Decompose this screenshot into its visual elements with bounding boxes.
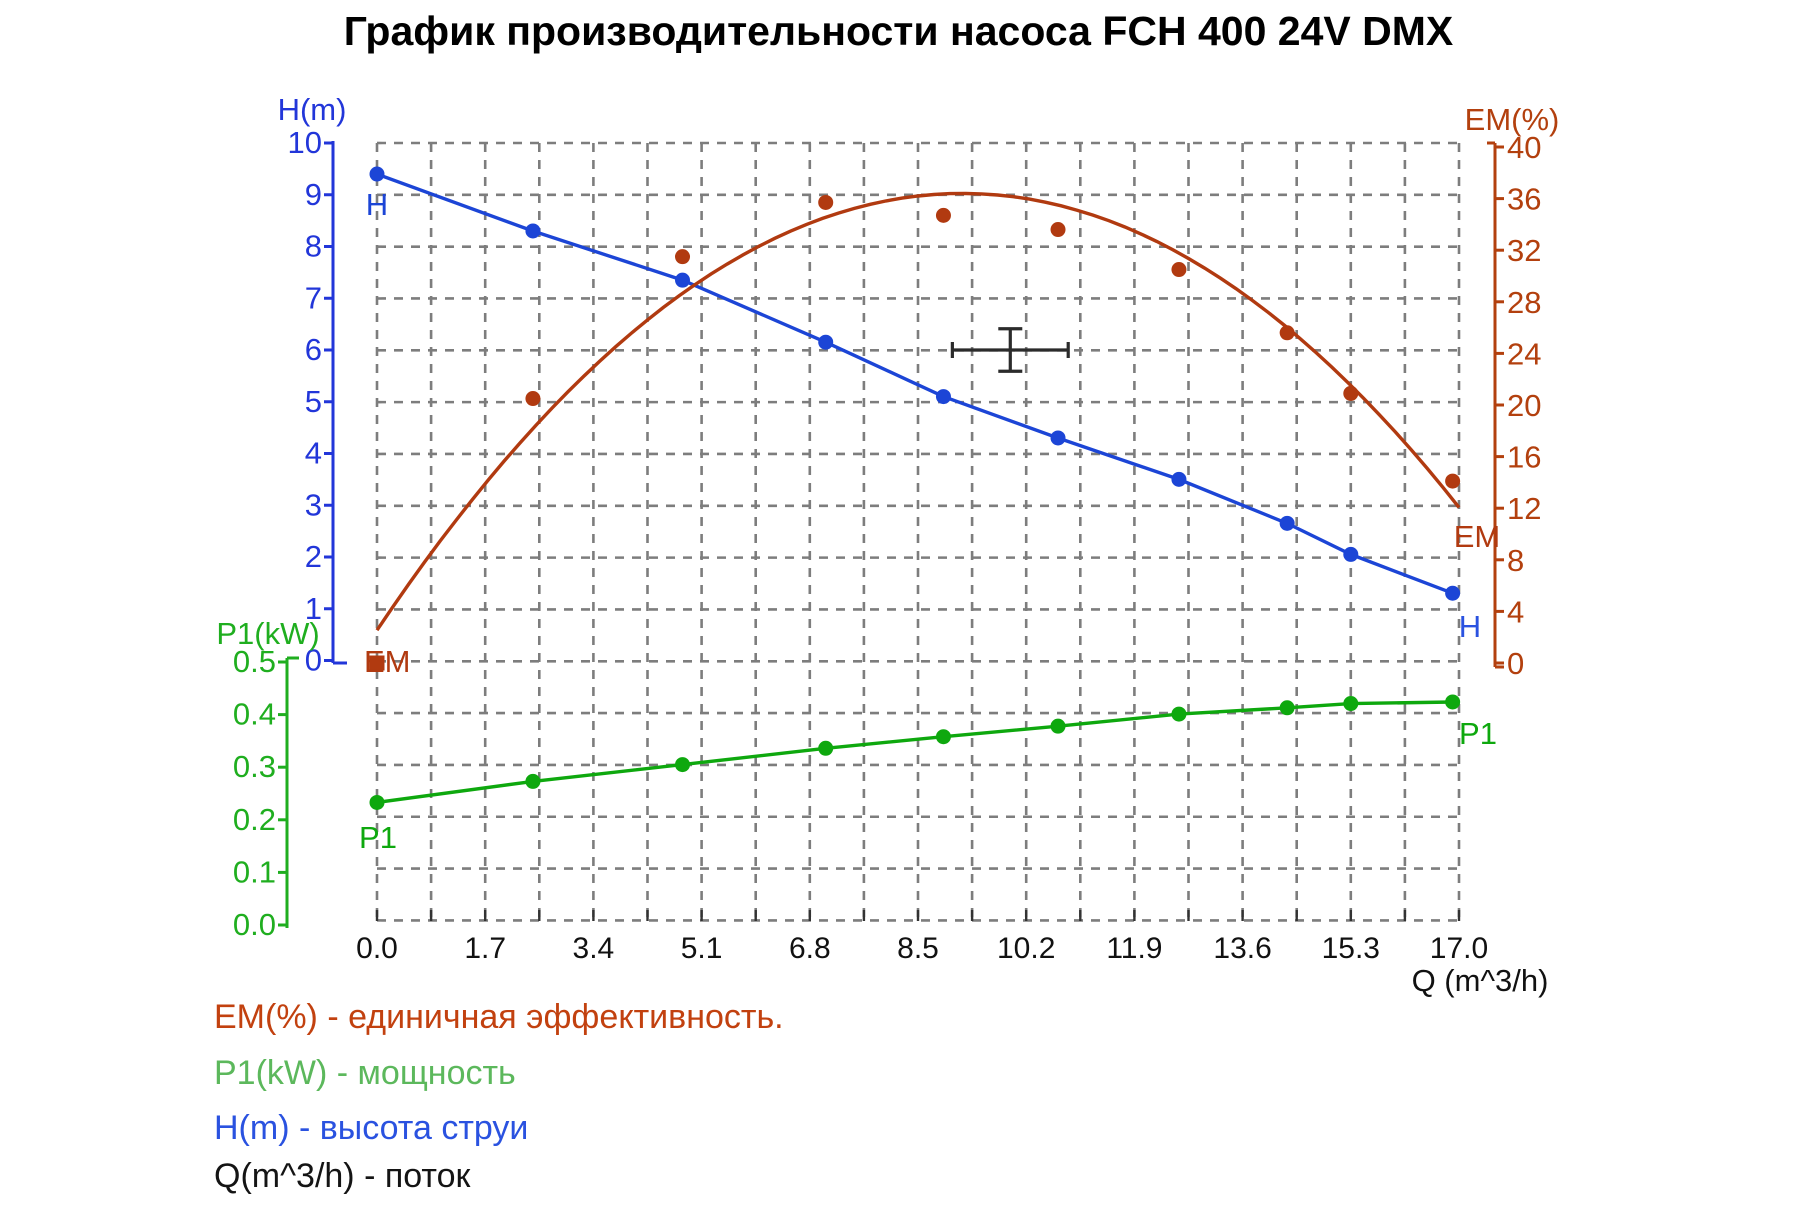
em-start-square-marker bbox=[369, 655, 385, 671]
legend-item-p1: P1(kW) - мощность bbox=[214, 1054, 516, 1092]
h-axis-title: H(m) bbox=[278, 92, 347, 127]
svg-text:6.8: 6.8 bbox=[789, 932, 831, 965]
svg-text:0.4: 0.4 bbox=[233, 697, 276, 732]
p1-axis-title: P1(kW) bbox=[216, 616, 319, 651]
svg-text:0.3: 0.3 bbox=[233, 749, 276, 784]
svg-text:10: 10 bbox=[288, 125, 322, 160]
svg-text:32: 32 bbox=[1507, 233, 1541, 268]
svg-text:3: 3 bbox=[305, 487, 322, 522]
svg-text:20: 20 bbox=[1507, 388, 1541, 423]
svg-text:H: H bbox=[366, 187, 388, 222]
svg-text:8: 8 bbox=[1507, 543, 1524, 578]
svg-text:7: 7 bbox=[305, 280, 322, 315]
svg-text:0.5: 0.5 bbox=[233, 644, 276, 679]
svg-text:H: H bbox=[1459, 609, 1481, 644]
svg-text:0.0: 0.0 bbox=[356, 932, 398, 965]
svg-text:16: 16 bbox=[1507, 440, 1541, 475]
svg-text:28: 28 bbox=[1507, 285, 1541, 320]
x-axis: 0.0 1.7 3.4 5.1 6.8 8.5 10.2 11.9 13.6 15.3 17.0Q … bbox=[356, 910, 1548, 998]
svg-text:EM: EM bbox=[1454, 519, 1501, 554]
svg-text:12: 12 bbox=[1507, 491, 1541, 526]
svg-text:9: 9 bbox=[305, 177, 322, 212]
svg-text:8.5: 8.5 bbox=[897, 932, 939, 965]
x-axis-title: Q (m^3/h) bbox=[1412, 963, 1549, 998]
svg-text:3.4: 3.4 bbox=[573, 932, 615, 965]
svg-text:4: 4 bbox=[305, 436, 322, 471]
svg-text:15.3: 15.3 bbox=[1322, 932, 1380, 965]
svg-text:0.1: 0.1 bbox=[233, 854, 276, 889]
page-title: График производительности насоса FCH 400… bbox=[343, 8, 1454, 54]
svg-text:1: 1 bbox=[305, 591, 322, 626]
svg-text:P1: P1 bbox=[1459, 716, 1497, 751]
legend-item-em: EM(%) - единичная эффективность. bbox=[214, 998, 784, 1036]
em-axis-title: EM(%) bbox=[1465, 102, 1560, 137]
error-bar-marker bbox=[950, 327, 1070, 373]
p1-axis: 0.5 0.4 0.3 0.2 0.1 0.0 P1(kW) bbox=[216, 616, 319, 942]
legend-item-h: H(m) - высота струи bbox=[214, 1109, 529, 1147]
svg-text:0: 0 bbox=[1507, 646, 1524, 681]
svg-text:0.2: 0.2 bbox=[233, 802, 276, 837]
svg-text:6: 6 bbox=[305, 332, 322, 367]
svg-text:13.6: 13.6 bbox=[1213, 932, 1271, 965]
svg-text:10.2: 10.2 bbox=[997, 932, 1055, 965]
p1-series bbox=[369, 694, 1461, 810]
svg-text:24: 24 bbox=[1507, 336, 1541, 371]
series-labels: H EM P1 EM H P1 bbox=[359, 187, 1500, 855]
svg-text:1.7: 1.7 bbox=[464, 932, 506, 965]
svg-text:4: 4 bbox=[1507, 594, 1524, 629]
svg-text:8: 8 bbox=[305, 229, 322, 264]
svg-text:5.1: 5.1 bbox=[681, 932, 723, 965]
svg-text:P1: P1 bbox=[359, 820, 397, 855]
svg-text:17.0: 17.0 bbox=[1430, 932, 1488, 965]
svg-text:11.9: 11.9 bbox=[1106, 932, 1162, 965]
svg-text:0: 0 bbox=[305, 643, 322, 678]
svg-text:36: 36 bbox=[1507, 182, 1541, 217]
legend-item-q: Q(m^3/h) - поток bbox=[214, 1157, 471, 1195]
svg-text:5: 5 bbox=[305, 384, 322, 419]
svg-text:2: 2 bbox=[305, 539, 322, 574]
grid bbox=[375, 141, 1461, 922]
h-series bbox=[369, 166, 1461, 601]
svg-text:0.0: 0.0 bbox=[233, 907, 276, 942]
svg-text:40: 40 bbox=[1507, 130, 1541, 165]
svg-text:EM: EM bbox=[364, 644, 411, 679]
em-series bbox=[369, 191, 1461, 671]
